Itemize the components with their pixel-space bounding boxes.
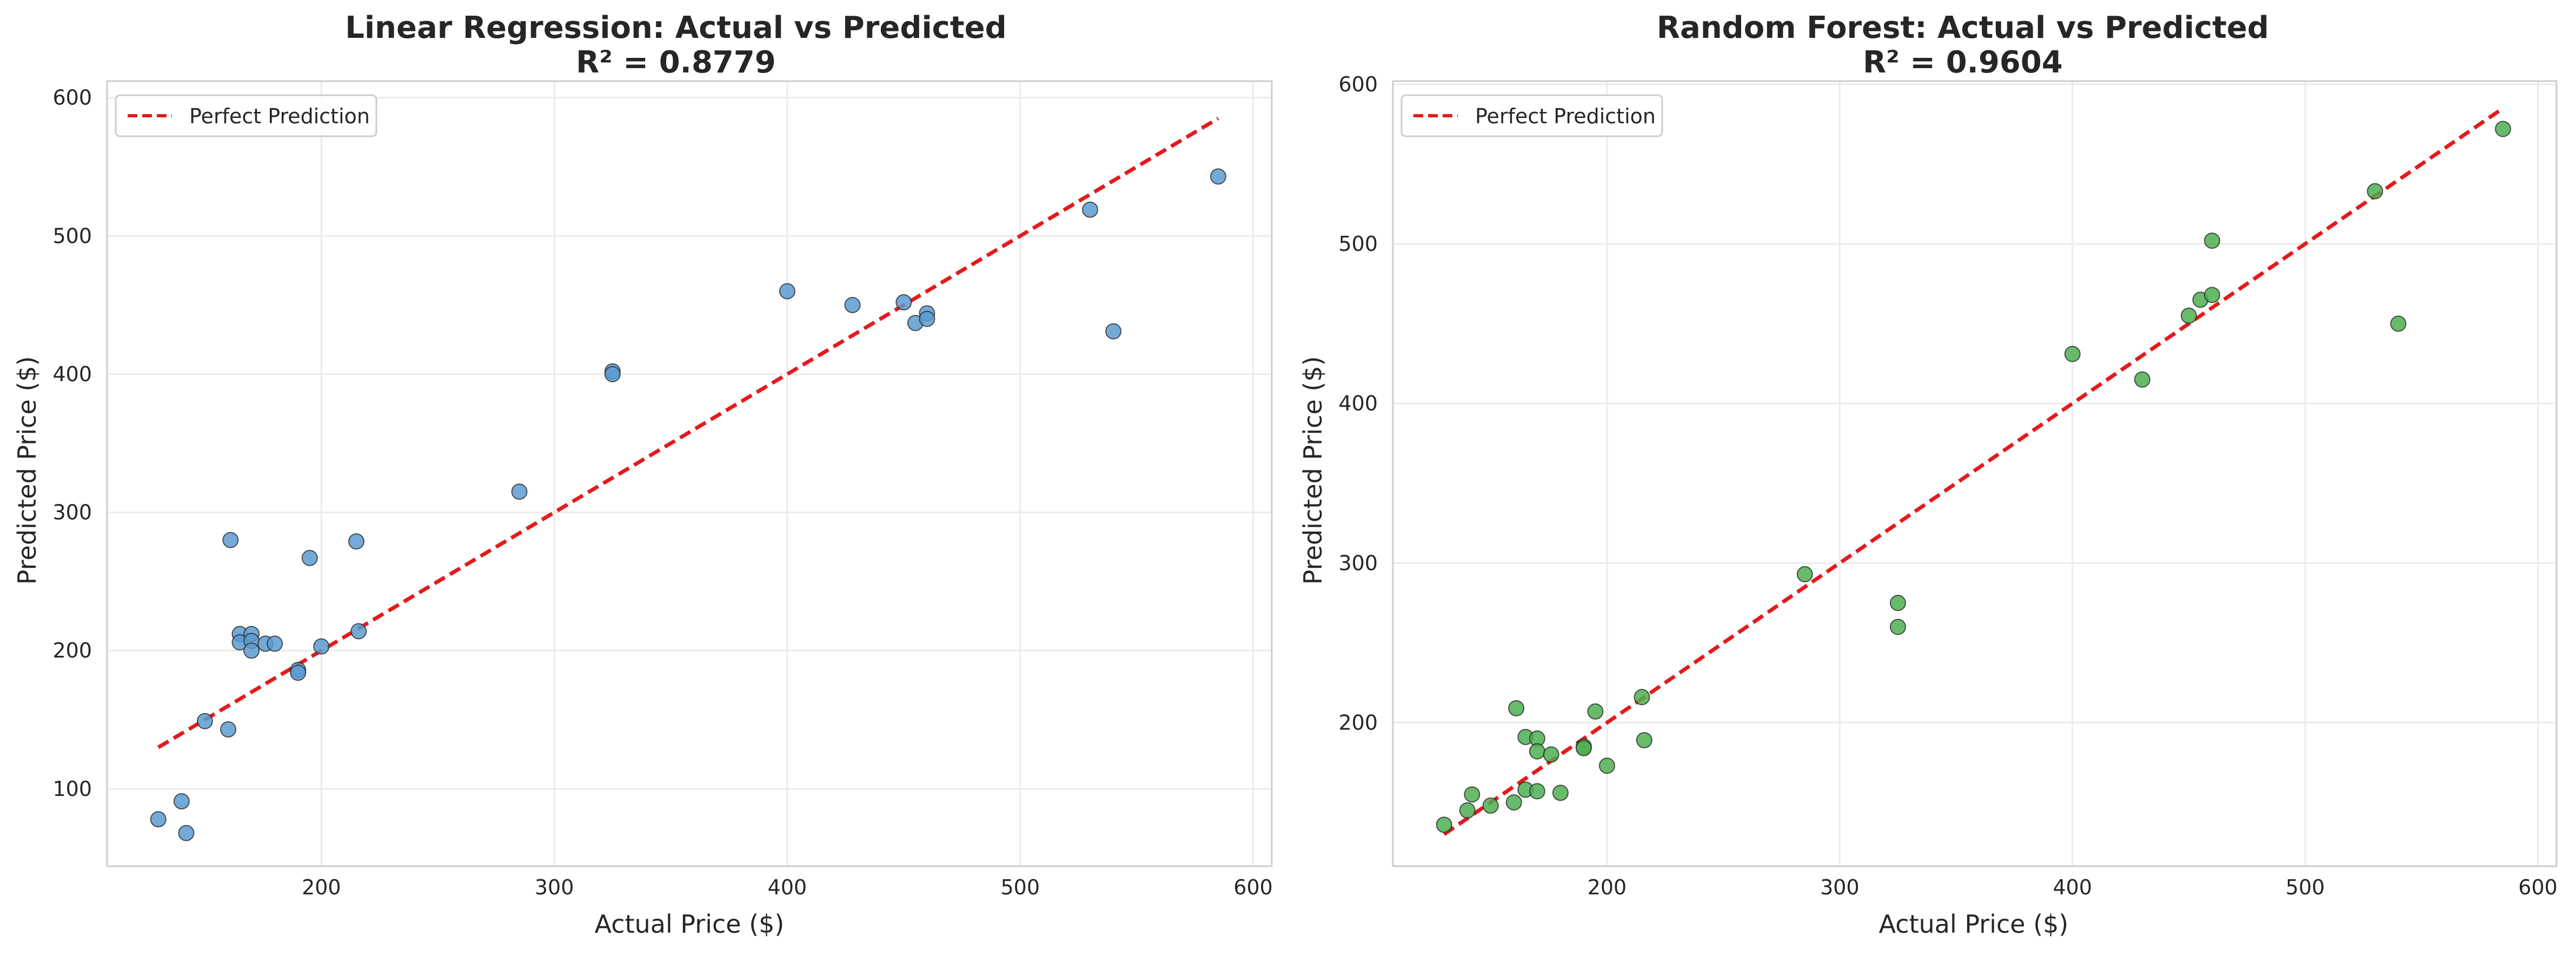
scatter-point xyxy=(2064,346,2081,362)
y-tick-label: 300 xyxy=(52,501,92,525)
scatter-point xyxy=(350,623,367,640)
scatter-point xyxy=(348,533,364,550)
x-axis-label: Actual Price ($) xyxy=(595,909,785,939)
x-axis-label: Actual Price ($) xyxy=(1879,909,2069,939)
scatter-point xyxy=(267,635,283,652)
x-tick-label: 300 xyxy=(1820,875,1860,899)
scatter-point xyxy=(2495,121,2512,137)
legend-box xyxy=(1400,94,1663,137)
legend: Perfect Prediction xyxy=(1400,94,1663,137)
scatter-point xyxy=(1508,700,1525,716)
random-forest-panel: Random Forest: Actual vs Predicted R² = … xyxy=(1298,10,2558,939)
chart-title: Linear Regression: Actual vs Predicted xyxy=(345,10,1006,45)
scatter-point xyxy=(150,811,167,828)
scatter-point xyxy=(1505,794,1522,811)
plot-area-frame xyxy=(1392,80,2558,867)
scatter-point xyxy=(1081,201,1098,218)
scatter-points xyxy=(1436,121,2512,833)
y-tick-label: 200 xyxy=(52,639,92,662)
scatter-point xyxy=(604,366,621,382)
x-tick-label: 500 xyxy=(1000,875,1040,899)
scatter-point xyxy=(2367,183,2384,200)
y-tick-label: 500 xyxy=(52,224,92,248)
chart-subtitle: R² = 0.9604 xyxy=(1863,45,2063,80)
scatter-point xyxy=(1634,689,1650,706)
reference-line-layer xyxy=(157,117,1219,749)
y-tick-label: 100 xyxy=(52,777,92,801)
scatter-point xyxy=(844,297,861,314)
x-tick-label: 500 xyxy=(2286,875,2325,899)
scatter-point xyxy=(1543,746,1559,763)
linear-regression-panel: Linear Regression: Actual vs Predicted R… xyxy=(12,10,1273,939)
scatter-point xyxy=(2134,371,2150,388)
y-tick-label: 400 xyxy=(52,362,92,386)
scatter-point xyxy=(1552,785,1569,801)
y-tick-label: 500 xyxy=(1338,232,1378,256)
scatter-point xyxy=(1210,168,1226,185)
scatter-points xyxy=(150,168,1226,841)
chart-subtitle: R² = 0.8779 xyxy=(576,45,776,80)
scatter-point xyxy=(1587,703,1604,720)
plot-area-frame xyxy=(106,80,1273,867)
legend-box xyxy=(115,94,377,137)
scatter-point xyxy=(1889,619,1906,635)
x-tick-label: 200 xyxy=(302,875,341,899)
y-tick-label: 600 xyxy=(1338,72,1378,96)
scatter-point xyxy=(1889,595,1906,612)
x-tick-label: 400 xyxy=(2053,875,2093,899)
x-tick-label: 200 xyxy=(1588,875,1627,899)
scatter-point xyxy=(1459,802,1476,819)
scatter-point xyxy=(511,483,528,500)
scatter-point xyxy=(895,294,912,311)
scatter-point xyxy=(243,642,260,659)
scatter-point xyxy=(1482,797,1499,814)
scatter-point xyxy=(2204,287,2221,303)
scatter-point xyxy=(1436,816,1452,833)
scatter-point xyxy=(313,638,330,655)
scatter-point xyxy=(173,793,190,809)
axis-ticks: 200 300 400 500 600 200 300 400 500 600 xyxy=(1338,72,2557,899)
scatter-point xyxy=(290,665,307,681)
scatter-point xyxy=(2390,315,2407,332)
scatter-point xyxy=(2204,233,2221,249)
legend-label-perfect-prediction: Perfect Prediction xyxy=(189,104,370,128)
x-tick-label: 600 xyxy=(2518,875,2558,899)
scatter-point xyxy=(1529,783,1545,800)
y-tick-label: 400 xyxy=(1338,391,1378,415)
scatter-point xyxy=(2180,307,2197,324)
scatter-point xyxy=(1575,740,1592,756)
legend-label-perfect-prediction: Perfect Prediction xyxy=(1475,104,1656,128)
y-tick-label: 600 xyxy=(52,86,92,110)
perfect-prediction-line xyxy=(157,117,1219,749)
scatter-point xyxy=(220,721,237,738)
axis-ticks: 200 300 400 500 600 100 200 300 400 500 600 xyxy=(52,86,1272,899)
y-axis-label: Predicted Price ($) xyxy=(1298,356,1327,585)
legend: Perfect Prediction xyxy=(115,94,377,137)
scatter-point xyxy=(1636,732,1652,748)
y-tick-label: 200 xyxy=(1338,711,1378,734)
x-tick-label: 400 xyxy=(768,875,807,899)
scatter-point xyxy=(301,549,318,566)
scatter-point xyxy=(1529,743,1545,760)
y-tick-label: 300 xyxy=(1338,551,1378,575)
scatter-point xyxy=(779,283,795,300)
grid-lines xyxy=(1393,81,2557,866)
y-axis-label: Predicted Price ($) xyxy=(12,356,42,585)
scatter-point xyxy=(1105,323,1122,340)
scatter-point xyxy=(196,713,213,729)
scatter-point xyxy=(919,310,935,327)
x-tick-label: 300 xyxy=(535,875,574,899)
grid-lines xyxy=(107,81,1272,866)
scatter-point xyxy=(1598,758,1615,774)
x-tick-label: 600 xyxy=(1233,875,1273,899)
chart-title: Random Forest: Actual vs Predicted xyxy=(1657,10,2269,45)
scatter-point xyxy=(1464,786,1480,803)
scatter-point xyxy=(222,532,239,548)
scatter-point xyxy=(178,825,195,841)
scatter-point xyxy=(1796,566,1813,582)
